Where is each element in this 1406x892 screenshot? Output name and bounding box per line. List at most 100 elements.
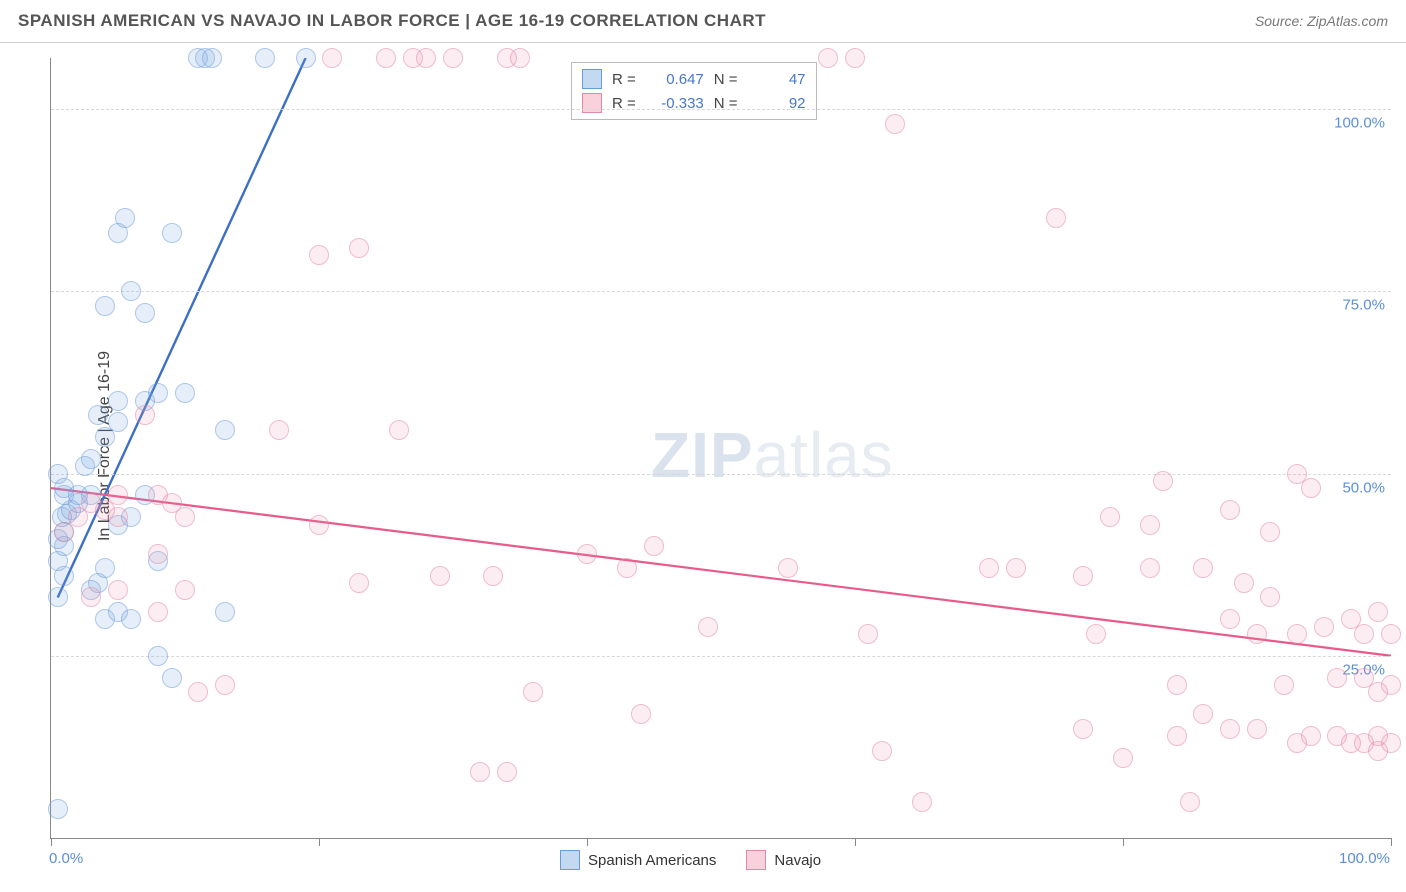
data-point-navajo <box>1073 719 1093 739</box>
data-point-navajo <box>1381 675 1401 695</box>
watermark: ZIPatlas <box>651 418 894 492</box>
data-point-navajo <box>1167 726 1187 746</box>
data-point-navajo <box>349 573 369 593</box>
x-tick <box>319 838 320 846</box>
data-point-navajo <box>188 682 208 702</box>
trendline-navajo <box>51 488 1391 656</box>
data-point-navajo <box>1193 558 1213 578</box>
data-point-spanish_americans <box>115 208 135 228</box>
data-point-navajo <box>1100 507 1120 527</box>
data-point-navajo <box>1368 602 1388 622</box>
data-point-navajo <box>1301 478 1321 498</box>
data-point-navajo <box>1354 624 1374 644</box>
x-tick <box>51 838 52 846</box>
data-point-navajo <box>858 624 878 644</box>
legend-item-navajo: Navajo <box>746 850 821 870</box>
data-point-navajo <box>979 558 999 578</box>
data-point-spanish_americans <box>202 48 222 68</box>
data-point-navajo <box>81 587 101 607</box>
n-label: N = <box>714 71 738 88</box>
data-point-spanish_americans <box>48 587 68 607</box>
data-point-navajo <box>1113 748 1133 768</box>
y-tick-label: 50.0% <box>1342 479 1385 496</box>
correlation-stats-box: R = 0.647 N = 47 R = -0.333 N = 92 <box>571 62 817 120</box>
data-point-navajo <box>175 507 195 527</box>
legend-label-spanish: Spanish Americans <box>588 852 716 869</box>
series-legend: Spanish Americans Navajo <box>560 850 821 870</box>
data-point-spanish_americans <box>162 668 182 688</box>
data-point-navajo <box>1153 471 1173 491</box>
data-point-navajo <box>698 617 718 637</box>
data-point-navajo <box>1274 675 1294 695</box>
data-point-navajo <box>510 48 530 68</box>
data-point-navajo <box>885 114 905 134</box>
data-point-navajo <box>1301 726 1321 746</box>
data-point-navajo <box>912 792 932 812</box>
data-point-navajo <box>1046 208 1066 228</box>
data-point-navajo <box>135 405 155 425</box>
data-point-spanish_americans <box>121 609 141 629</box>
data-point-navajo <box>175 580 195 600</box>
data-point-spanish_americans <box>296 48 316 68</box>
data-point-navajo <box>1234 573 1254 593</box>
n-value-spanish: 47 <box>748 71 806 88</box>
data-point-navajo <box>1260 587 1280 607</box>
gridline-h <box>51 474 1391 475</box>
scatter-plot-area: ZIPatlas R = 0.647 N = 47 R = -0.333 N =… <box>50 58 1391 839</box>
trend-lines-layer <box>51 58 1391 838</box>
data-point-spanish_americans <box>255 48 275 68</box>
data-point-navajo <box>483 566 503 586</box>
y-tick-label: 100.0% <box>1334 115 1385 132</box>
data-point-navajo <box>1381 733 1401 753</box>
data-point-navajo <box>1247 624 1267 644</box>
data-point-spanish_americans <box>121 281 141 301</box>
data-point-navajo <box>430 566 450 586</box>
data-point-navajo <box>1006 558 1026 578</box>
r-label: R = <box>612 71 636 88</box>
data-point-navajo <box>872 741 892 761</box>
data-point-navajo <box>376 48 396 68</box>
data-point-navajo <box>148 602 168 622</box>
data-point-navajo <box>416 48 436 68</box>
legend-label-navajo: Navajo <box>774 852 821 869</box>
data-point-navajo <box>443 48 463 68</box>
x-tick-label: 100.0% <box>1339 850 1390 867</box>
swatch-spanish-icon <box>560 850 580 870</box>
chart-title: SPANISH AMERICAN VS NAVAJO IN LABOR FORC… <box>18 11 766 31</box>
data-point-spanish_americans <box>215 602 235 622</box>
data-point-spanish_americans <box>135 303 155 323</box>
data-point-navajo <box>389 420 409 440</box>
data-point-spanish_americans <box>108 412 128 432</box>
data-point-spanish_americans <box>108 391 128 411</box>
y-tick-label: 75.0% <box>1342 297 1385 314</box>
data-point-navajo <box>1220 609 1240 629</box>
x-tick <box>1123 838 1124 846</box>
legend-item-spanish: Spanish Americans <box>560 850 716 870</box>
data-point-navajo <box>148 544 168 564</box>
data-point-navajo <box>1287 624 1307 644</box>
data-point-navajo <box>577 544 597 564</box>
data-point-navajo <box>818 48 838 68</box>
data-point-navajo <box>1220 500 1240 520</box>
source-attribution: Source: ZipAtlas.com <box>1255 13 1388 29</box>
data-point-navajo <box>470 762 490 782</box>
x-tick-label: 0.0% <box>49 850 83 867</box>
data-point-spanish_americans <box>148 646 168 666</box>
data-point-spanish_americans <box>88 405 108 425</box>
data-point-navajo <box>1260 522 1280 542</box>
gridline-h <box>51 109 1391 110</box>
data-point-navajo <box>1220 719 1240 739</box>
data-point-navajo <box>1193 704 1213 724</box>
stats-row-spanish: R = 0.647 N = 47 <box>582 67 806 91</box>
data-point-navajo <box>778 558 798 578</box>
data-point-spanish_americans <box>148 383 168 403</box>
data-point-navajo <box>309 515 329 535</box>
data-point-spanish_americans <box>48 464 68 484</box>
data-point-spanish_americans <box>215 420 235 440</box>
gridline-h <box>51 656 1391 657</box>
data-point-navajo <box>1247 719 1267 739</box>
data-point-navajo <box>309 245 329 265</box>
data-point-navajo <box>108 485 128 505</box>
data-point-navajo <box>322 48 342 68</box>
data-point-spanish_americans <box>95 296 115 316</box>
